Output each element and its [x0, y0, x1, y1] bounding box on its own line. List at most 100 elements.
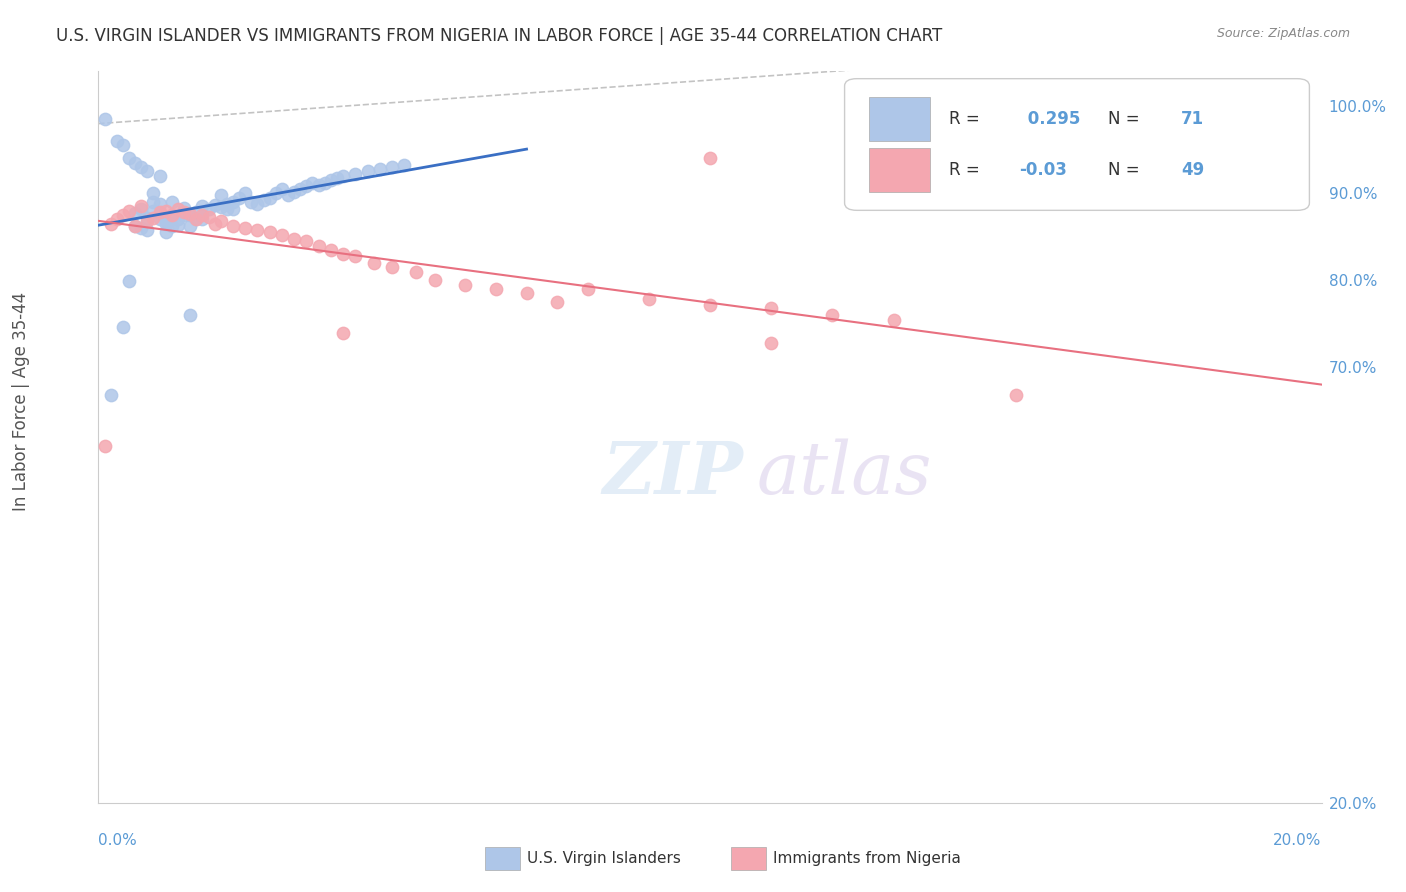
Text: 49: 49 [1181, 161, 1204, 179]
Point [191, 199, 214, 213]
Point [246, 196, 269, 211]
Point [576, 282, 599, 296]
Point [186, 212, 208, 227]
Point [308, 238, 330, 252]
Point [246, 223, 269, 237]
Point [283, 231, 305, 245]
Point [270, 182, 292, 196]
Point [160, 194, 183, 209]
Point [124, 219, 146, 234]
Point [129, 160, 152, 174]
Point [179, 219, 201, 234]
Text: 20.0%: 20.0% [1274, 833, 1322, 848]
Point [136, 211, 159, 225]
Point [326, 170, 349, 185]
Text: U.S. Virgin Islanders: U.S. Virgin Islanders [527, 852, 681, 866]
Point [516, 286, 538, 301]
Point [405, 265, 427, 279]
Text: U.S. VIRGIN ISLANDER VS IMMIGRANTS FROM NIGERIA IN LABOR FORCE | AGE 35-44 CORRE: U.S. VIRGIN ISLANDER VS IMMIGRANTS FROM … [56, 27, 942, 45]
Text: -0.03: -0.03 [1019, 161, 1067, 179]
FancyBboxPatch shape [845, 78, 1309, 211]
Text: R =: R = [949, 161, 984, 179]
Point [155, 217, 177, 231]
Point [699, 152, 721, 166]
Point [392, 158, 416, 172]
Point [160, 208, 183, 222]
Point [179, 308, 201, 322]
Text: 71: 71 [1181, 110, 1204, 128]
Point [283, 185, 305, 199]
Text: Source: ZipAtlas.com: Source: ZipAtlas.com [1216, 27, 1350, 40]
Text: Immigrants from Nigeria: Immigrants from Nigeria [773, 852, 962, 866]
Point [142, 211, 165, 225]
Point [215, 196, 238, 211]
Point [129, 221, 152, 235]
Point [167, 218, 190, 232]
Point [759, 301, 782, 316]
Point [136, 223, 159, 237]
Point [209, 214, 232, 228]
Point [149, 207, 172, 221]
Point [186, 205, 208, 219]
Text: N =: N = [1108, 110, 1144, 128]
Point [191, 212, 214, 227]
Point [546, 295, 568, 310]
Point [167, 202, 190, 216]
Point [363, 256, 385, 270]
Point [142, 203, 165, 218]
Point [149, 196, 172, 211]
Point [215, 202, 238, 216]
Point [252, 193, 274, 207]
Point [100, 217, 122, 231]
Point [142, 194, 165, 209]
Point [228, 191, 250, 205]
Point [124, 155, 146, 169]
Point [332, 169, 354, 183]
Point [118, 274, 141, 288]
Point [295, 234, 318, 248]
Point [295, 179, 318, 194]
Text: N =: N = [1108, 161, 1144, 179]
Text: In Labor Force | Age 35-44: In Labor Force | Age 35-44 [13, 292, 30, 511]
Point [129, 199, 152, 213]
Point [173, 208, 195, 222]
Point [319, 173, 342, 187]
Point [105, 212, 128, 227]
Point [118, 203, 141, 218]
Text: R =: R = [949, 110, 984, 128]
Point [290, 182, 312, 196]
Point [173, 201, 195, 215]
Point [160, 219, 183, 234]
Point [149, 169, 172, 183]
Point [264, 186, 287, 201]
Point [209, 188, 232, 202]
FancyBboxPatch shape [869, 97, 931, 141]
Point [277, 188, 299, 202]
Point [222, 194, 245, 209]
Point [204, 217, 226, 231]
Point [240, 194, 263, 209]
Point [883, 312, 905, 326]
Point [301, 176, 323, 190]
Point [149, 212, 172, 227]
Point [308, 178, 330, 192]
Point [454, 277, 477, 292]
Point [111, 208, 134, 222]
Point [167, 212, 190, 227]
Point [485, 282, 508, 296]
Text: 0.0%: 0.0% [98, 833, 138, 848]
Point [186, 212, 208, 227]
Point [100, 388, 122, 402]
Point [344, 167, 367, 181]
Point [111, 138, 134, 153]
Point [332, 326, 354, 340]
Point [423, 273, 446, 287]
Point [233, 186, 256, 201]
Text: ZIP: ZIP [603, 438, 744, 509]
Point [314, 176, 336, 190]
Point [368, 161, 391, 176]
Point [332, 247, 354, 261]
Point [142, 186, 165, 201]
Point [381, 160, 404, 174]
Point [124, 219, 146, 234]
